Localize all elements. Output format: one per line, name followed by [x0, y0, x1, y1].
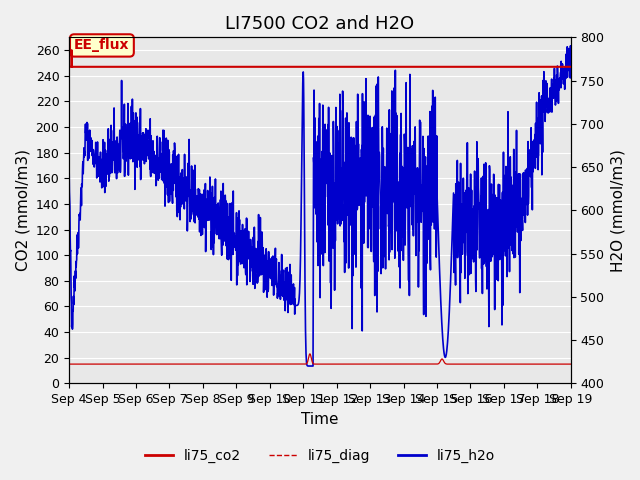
- li75_diag: [306, 351, 314, 357]
- li75_h2o: [552, 98, 560, 104]
- li75_diag: [65, 361, 73, 367]
- Line: li75_co2: li75_co2: [69, 50, 571, 67]
- Title: LI7500 CO2 and H2O: LI7500 CO2 and H2O: [225, 15, 415, 33]
- li75_diag: [567, 361, 575, 367]
- Line: li75_diag: li75_diag: [69, 354, 571, 364]
- li75_co2: [296, 64, 304, 70]
- li75_co2: [552, 64, 560, 70]
- li75_h2o: [65, 168, 73, 174]
- li75_h2o: [461, 190, 468, 196]
- Text: EE_flux: EE_flux: [74, 38, 130, 52]
- Legend: li75_co2, li75_diag, li75_h2o: li75_co2, li75_diag, li75_h2o: [140, 443, 500, 468]
- li75_co2: [552, 64, 560, 70]
- Y-axis label: CO2 (mmol/m3): CO2 (mmol/m3): [15, 149, 30, 271]
- li75_co2: [91, 64, 99, 70]
- li75_h2o: [309, 363, 317, 369]
- li75_diag: [296, 361, 303, 367]
- li75_h2o: [296, 284, 303, 290]
- li75_co2: [310, 64, 317, 70]
- li75_diag: [461, 361, 468, 367]
- li75_co2: [461, 64, 468, 70]
- li75_diag: [552, 361, 560, 367]
- X-axis label: Time: Time: [301, 412, 339, 427]
- li75_co2: [567, 64, 575, 70]
- li75_co2: [65, 64, 73, 70]
- li75_diag: [91, 361, 99, 367]
- li75_h2o: [552, 77, 560, 83]
- li75_co2: [68, 47, 76, 53]
- li75_h2o: [567, 73, 575, 79]
- li75_diag: [310, 361, 317, 367]
- li75_h2o: [310, 255, 317, 261]
- Y-axis label: H2O (mmol/m3): H2O (mmol/m3): [610, 149, 625, 272]
- li75_h2o: [91, 156, 99, 162]
- li75_h2o: [566, 43, 574, 49]
- Line: li75_h2o: li75_h2o: [69, 46, 571, 366]
- li75_diag: [552, 361, 560, 367]
